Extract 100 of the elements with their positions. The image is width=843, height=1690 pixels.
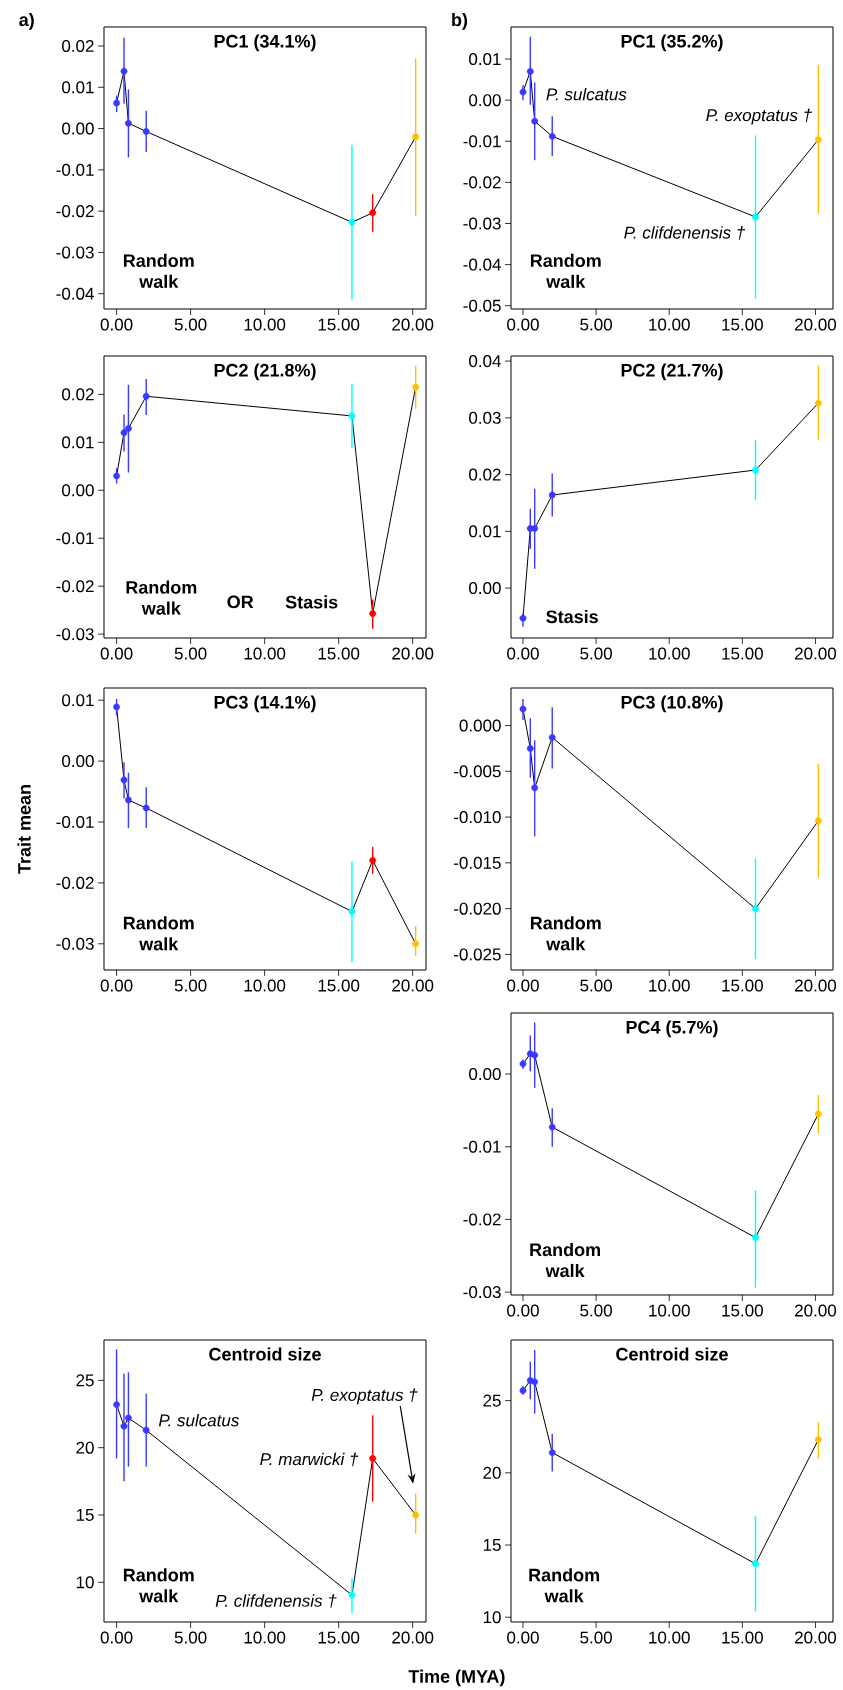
y-tick-label: -0.05 [463,299,501,312]
y-tick-label: -0.025 [454,948,501,961]
point [752,905,759,913]
x-tick-label: 5.00 [580,1304,612,1317]
y-tick-label: -0.03 [56,628,94,641]
annotation: Random walk [530,916,601,951]
chart-title: PC2 (21.8%) [214,363,316,381]
point [142,128,150,135]
y-tick-label: 0.01 [62,81,94,94]
annotation: Random walk [530,1242,600,1278]
point [412,383,420,391]
chart-title: PC3 (14.1%) [214,695,316,713]
x-tick-label: 5.00 [174,318,207,331]
annotation: Stasis [546,609,598,624]
annotation: P. marwicki † [260,1452,359,1467]
x-tick-label: 10.00 [649,1304,690,1317]
point [814,1110,822,1118]
y-tick-label: -0.02 [56,876,94,889]
x-tick-label: 15.00 [318,647,360,660]
x-tick-label: 0.00 [507,1304,539,1317]
point [125,1414,132,1422]
y-tick-label: 20 [483,1466,501,1479]
x-tick-label: 0.00 [100,647,133,660]
point [125,796,132,804]
annotation: P. sulcatus [158,1413,239,1427]
y-tick-label: -0.03 [56,937,94,950]
point [348,218,356,226]
point [113,99,120,107]
y-tick-label: 0.00 [469,94,501,107]
x-tick-label: 5.00 [580,647,612,660]
point [142,1426,150,1434]
point [548,132,556,140]
text: b) [452,12,468,30]
y-tick-label: 0.02 [62,388,94,401]
x-tick-label: 10.00 [244,979,286,992]
point [412,1511,420,1519]
point [113,472,120,480]
annotation: Random walk [530,253,601,289]
point [531,117,539,125]
annotation: Stasis [285,595,338,609]
y-tick-label: 0.000 [459,719,501,732]
x-tick-label: 10.00 [244,1631,286,1644]
point [752,1560,759,1568]
y-tick-label: -0.01 [463,1140,501,1153]
x-tick-label: 10.00 [649,318,690,331]
x-tick-label: 0.00 [100,1631,133,1644]
point [814,817,822,825]
y-tick-label: -0.03 [56,246,94,259]
y-tick-label: 0.04 [469,355,501,368]
point [412,940,420,948]
x-tick-label: 10.00 [649,979,690,992]
point [548,734,556,741]
point [120,67,128,75]
y-tick-label: -0.02 [56,205,94,218]
point [531,525,539,532]
annotation: P. exoptatus † [706,108,812,125]
point [369,1455,377,1462]
annotation: P. clifdenensis † [624,226,746,240]
annotation: Random walk [123,253,194,289]
chart-title: PC4 (5.7%) [626,1020,718,1038]
y-tick-label: 10 [483,1611,501,1624]
x-tick-label: 0.00 [507,979,539,992]
chart-title: Centroid size [616,1347,728,1361]
point [412,133,420,141]
x-tick-label: 20.00 [392,318,434,331]
annotation: Random walk [126,580,197,615]
x-tick-label: 15.00 [722,318,763,331]
y-tick-label: 0.01 [62,694,94,707]
point [125,425,132,432]
y-tick-label: -0.020 [454,902,501,915]
point [548,1449,556,1457]
y-tick-label: 0.01 [62,436,94,449]
point [814,1436,822,1444]
point [519,614,527,622]
y-tick-label: 0.01 [469,53,501,66]
point [369,610,377,617]
x-tick-label: 15.00 [722,979,763,992]
x-tick-label: 15.00 [722,647,763,660]
y-tick-label: 15 [483,1539,501,1551]
chart-title: Centroid size [209,1347,321,1361]
x-tick-label: 5.00 [580,979,612,992]
point [369,856,377,864]
y-axis-title: Trait mean [17,785,31,874]
y-tick-label: 0.00 [469,1068,501,1081]
y-tick-label: -0.01 [463,135,501,148]
y-tick-label: -0.04 [56,287,94,300]
y-tick-label: 25 [483,1394,501,1407]
point [519,705,527,713]
y-tick-label: -0.02 [463,1213,501,1226]
point [348,412,356,420]
x-tick-label: 20.00 [795,647,837,660]
x-tick-label: 20.00 [392,979,434,992]
y-tick-label: 20 [76,1441,94,1454]
point [531,1378,539,1386]
y-tick-label: 0.01 [469,525,501,538]
x-tick-label: 5.00 [174,979,207,992]
annotation: P. exoptatus † [311,1388,418,1405]
point [519,88,527,96]
x-tick-label: 0.00 [100,318,133,331]
y-tick-label: -0.02 [56,580,94,593]
